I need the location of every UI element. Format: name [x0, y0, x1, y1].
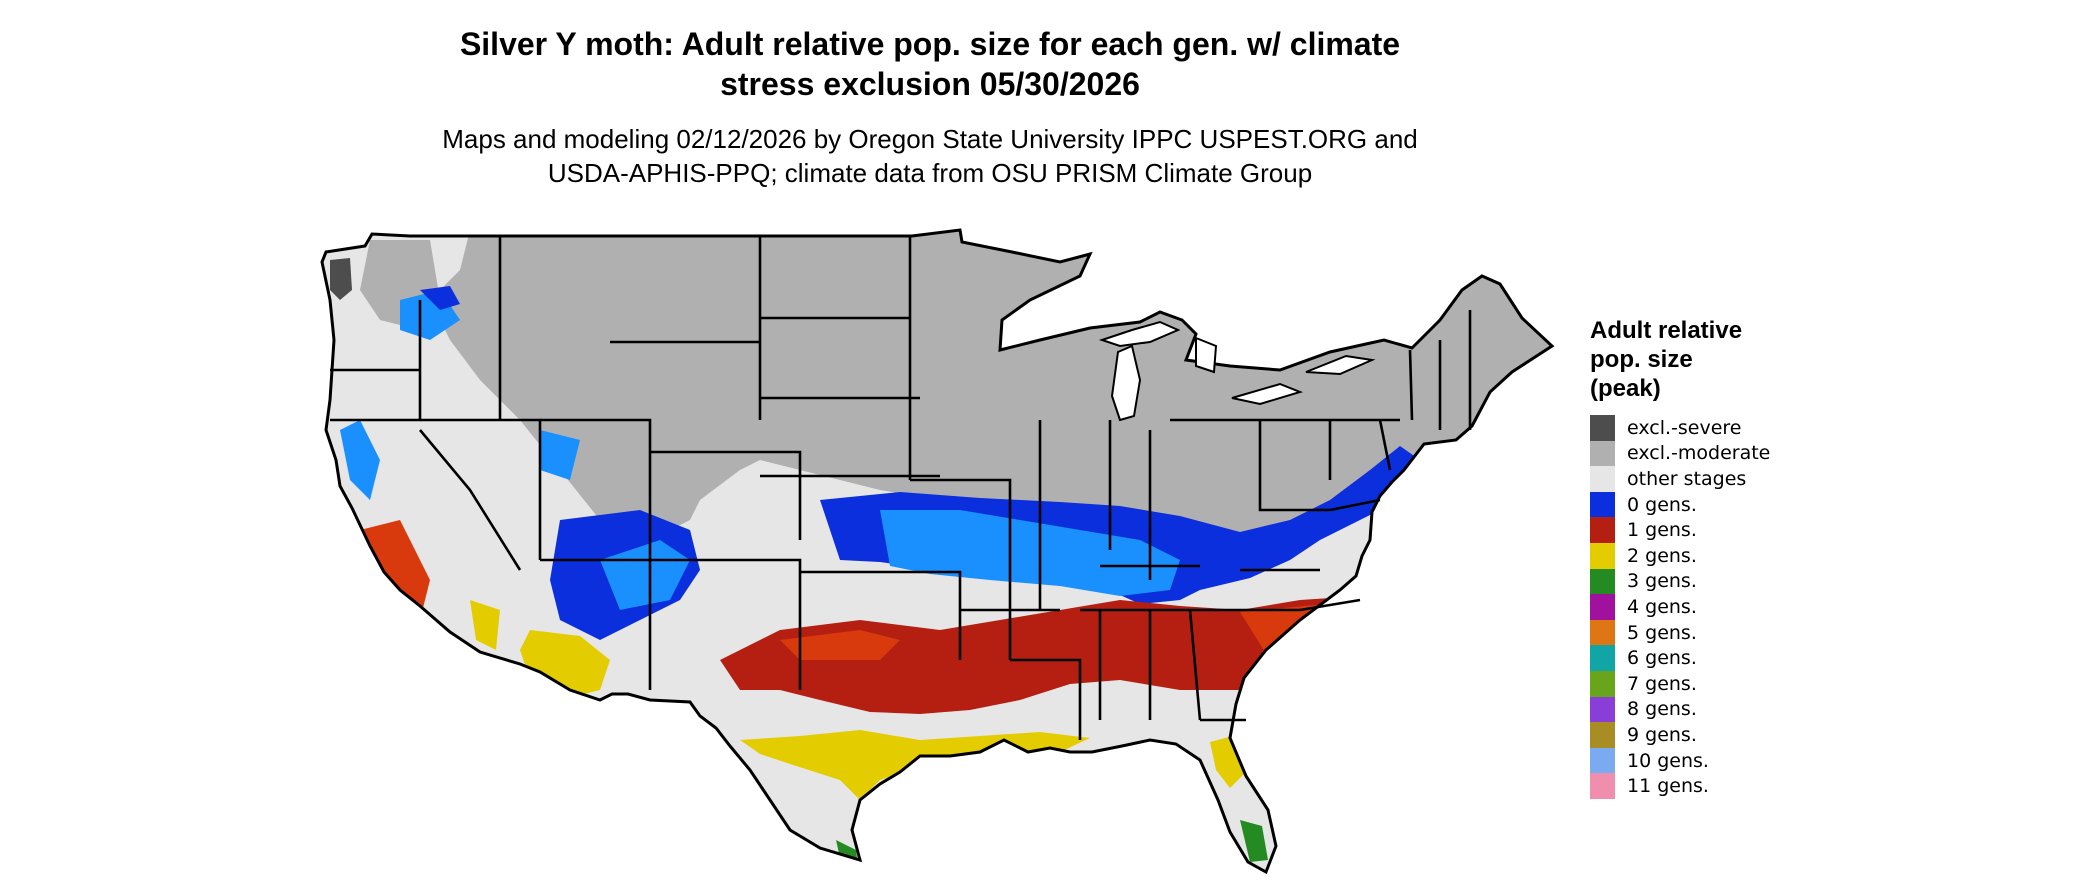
- legend-label: 1 gens.: [1627, 519, 1697, 542]
- legend-label: excl.-moderate: [1627, 442, 1771, 465]
- legend-label: 11 gens.: [1627, 775, 1709, 798]
- map-title-line-2: stress exclusion 05/30/2026: [720, 66, 1140, 102]
- legend-item: 5 gens.: [1590, 619, 1830, 646]
- legend-item: 6 gens.: [1590, 645, 1830, 671]
- legend-item: 7 gens.: [1590, 670, 1830, 697]
- legend-label: 2 gens.: [1627, 544, 1697, 567]
- legend-item: 11 gens.: [1590, 773, 1830, 799]
- legend-swatch: [1590, 670, 1615, 697]
- map-subtitle: Maps and modeling 02/12/2026 by Oregon S…: [300, 122, 1560, 190]
- legend-item: 0 gens.: [1590, 491, 1830, 518]
- legend-item: 9 gens.: [1590, 722, 1830, 748]
- legend-swatch: [1590, 517, 1615, 543]
- map-title-line-1: Silver Y moth: Adult relative pop. size …: [459, 26, 1401, 62]
- legend-label: 4 gens.: [1627, 595, 1697, 618]
- legend-swatch: [1590, 619, 1615, 646]
- legend-swatch: [1590, 466, 1615, 492]
- state-borders: [330, 236, 1472, 740]
- legend-swatch: [1590, 773, 1615, 799]
- legend-label: 6 gens.: [1627, 647, 1697, 670]
- excluded-moderate-region: [430, 230, 1552, 540]
- legend-label: 8 gens.: [1627, 698, 1697, 721]
- legend-swatch: [1590, 568, 1615, 595]
- legend-label: 3 gens.: [1627, 570, 1697, 593]
- legend-title: Adult relative pop. size (peak): [1590, 316, 1830, 403]
- map-subtitle-line-1: Maps and modeling 02/12/2026 by Oregon S…: [442, 124, 1418, 154]
- legend-swatch: [1590, 696, 1615, 723]
- legend-title-line-2: pop. size: [1590, 346, 1693, 373]
- legend-swatch: [1590, 415, 1615, 441]
- legend-item: 4 gens.: [1590, 594, 1830, 620]
- legend-label: other stages: [1627, 467, 1747, 490]
- legend-swatch: [1590, 747, 1615, 774]
- legend-swatch: [1590, 542, 1615, 569]
- map-subtitle-line-2: USDA-APHIS-PPQ; climate data from OSU PR…: [547, 158, 1313, 188]
- legend-label: 10 gens.: [1627, 749, 1709, 772]
- legend-item: 2 gens.: [1590, 542, 1830, 569]
- legend-item: other stages: [1590, 466, 1830, 492]
- legend-label: 0 gens.: [1627, 493, 1697, 516]
- legend-label: 7 gens.: [1627, 672, 1697, 695]
- legend-swatch: [1590, 594, 1615, 620]
- legend: Adult relative pop. size (peak) excl.-se…: [1590, 316, 1830, 799]
- legend-item: excl.-severe: [1590, 415, 1830, 441]
- legend-swatch: [1590, 440, 1615, 467]
- great-lakes: [1098, 320, 1376, 422]
- one-gen-band: [720, 596, 1380, 714]
- legend-title-line-3: (peak): [1590, 375, 1661, 402]
- legend-title-line-1: Adult relative: [1590, 317, 1743, 344]
- legend-swatch: [1590, 722, 1615, 748]
- legend-item: 10 gens.: [1590, 747, 1830, 774]
- map-title: Silver Y moth: Adult relative pop. size …: [300, 24, 1560, 104]
- legend-label: 9 gens.: [1627, 723, 1697, 746]
- legend-swatch: [1590, 491, 1615, 518]
- legend-item: 8 gens.: [1590, 696, 1830, 723]
- legend-label: excl.-severe: [1627, 416, 1742, 439]
- legend-item: 1 gens.: [1590, 517, 1830, 543]
- legend-items: excl.-severe excl.-moderate other stages 0 …: [1590, 415, 1830, 799]
- legend-item: 3 gens.: [1590, 568, 1830, 595]
- legend-swatch: [1590, 645, 1615, 671]
- us-map: [320, 228, 1554, 874]
- legend-item: excl.-moderate: [1590, 440, 1830, 467]
- legend-label: 5 gens.: [1627, 621, 1697, 644]
